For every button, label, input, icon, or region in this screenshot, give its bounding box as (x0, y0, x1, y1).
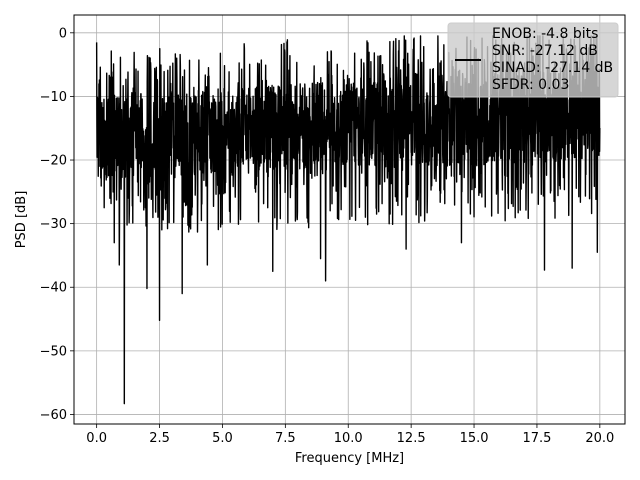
y-tick-label: −50 (40, 344, 67, 359)
plot-frame (73, 14, 626, 425)
y-tick-label: −10 (40, 90, 67, 105)
x-tick-label: 7.5 (275, 431, 296, 446)
x-tick-label: 5.0 (212, 431, 233, 446)
y-tick-label: 0 (59, 26, 67, 41)
x-tick-label: 15.0 (460, 431, 489, 446)
legend-text-snr: SNR: -27.12 dB (492, 43, 598, 59)
psd-series-line (95, 35, 601, 405)
series-layer (95, 35, 601, 405)
legend-text-sfdr: SFDR: 0.03 (492, 77, 569, 93)
axis-ticks: 0.0 2.5 5.0 7.5 10.0 12.5 15.0 17.5 20.0 0 −10 −20 −… (40, 26, 615, 446)
legend: ENOB: -4.8 bits SNR: -27.12 dB SINAD: -2… (447, 22, 619, 98)
legend-text-sinad: SINAD: -27.14 dB (492, 60, 613, 76)
x-tick-label: 2.5 (149, 431, 170, 446)
legend-text-enob: ENOB: -4.8 bits (492, 26, 598, 42)
x-tick-label: 20.0 (585, 431, 614, 446)
x-tick-label: 10.0 (334, 431, 363, 446)
y-axis-label: PSD [dB] (14, 191, 29, 249)
y-tick-label: −60 (40, 408, 67, 423)
x-tick-label: 17.5 (522, 431, 551, 446)
legend-box (447, 22, 619, 98)
x-tick-label: 0.0 (86, 431, 107, 446)
y-tick-label: −30 (40, 217, 67, 232)
y-tick-label: −40 (40, 281, 67, 296)
x-axis-label: Frequency [MHz] (295, 451, 404, 466)
x-tick-label: 12.5 (397, 431, 426, 446)
y-tick-label: −20 (40, 154, 67, 169)
